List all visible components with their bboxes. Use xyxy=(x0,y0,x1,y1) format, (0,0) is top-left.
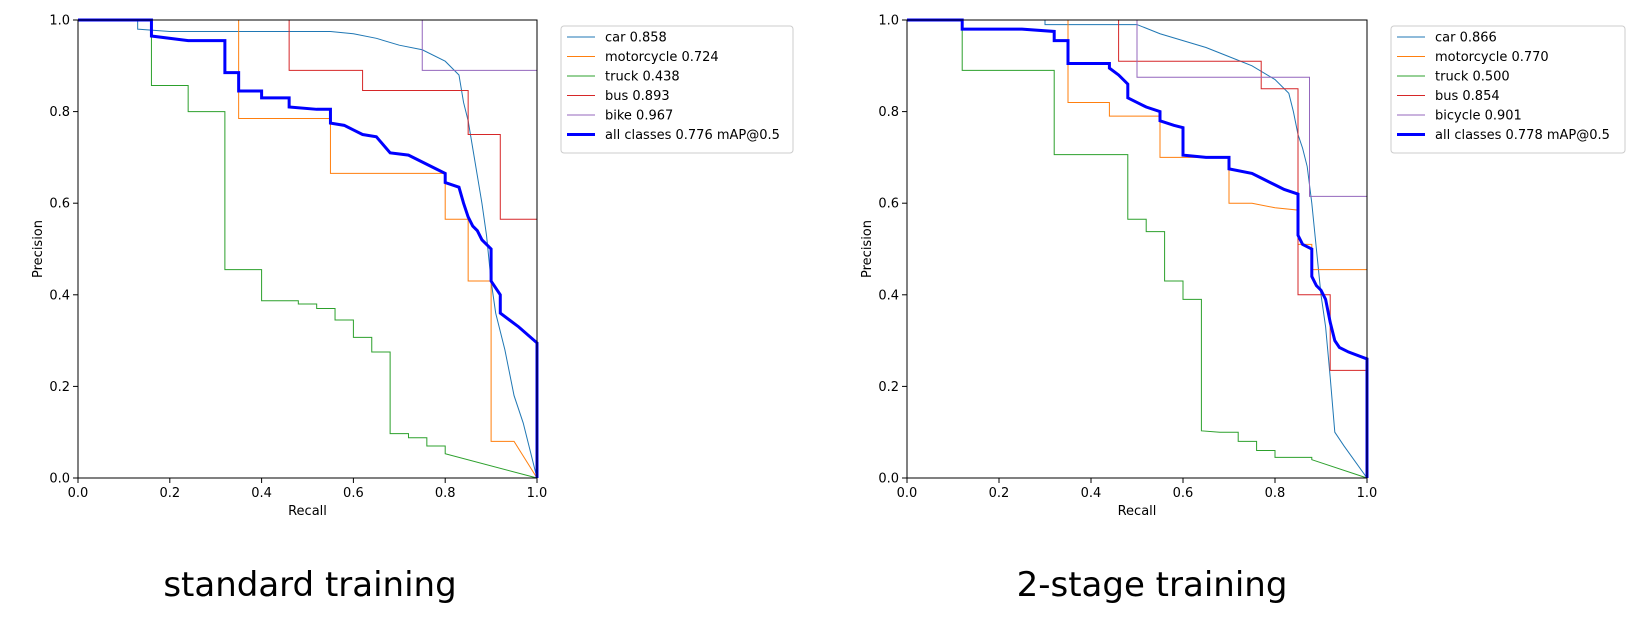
legend-entry: bus 0.854 xyxy=(1435,89,1500,104)
x-tick-label: 0.0 xyxy=(897,486,918,501)
legend-entry: bicycle 0.901 xyxy=(1435,109,1522,124)
caption-standard-training: standard training xyxy=(163,565,457,605)
y-tick-label: 0.8 xyxy=(49,105,70,120)
legend-entry: motorcycle 0.724 xyxy=(605,50,719,65)
series-line-1 xyxy=(78,19,538,479)
y-tick-label: 0.0 xyxy=(878,472,899,487)
curves xyxy=(907,18,1369,479)
y-tick-label: 0.0 xyxy=(49,472,70,487)
axes-frame xyxy=(77,19,538,479)
series-line-3 xyxy=(907,19,1368,479)
series-line-6 xyxy=(78,18,539,478)
x-tick-label: 0.4 xyxy=(251,486,272,501)
series-line-6 xyxy=(907,18,1369,478)
legend-entry: car 0.866 xyxy=(1435,31,1497,46)
x-tick-label: 0.0 xyxy=(68,486,89,501)
y-axis-label: Precision xyxy=(860,220,875,278)
axes-frame xyxy=(906,19,1368,479)
legend-box xyxy=(560,25,794,154)
y-tick-label: 0.8 xyxy=(878,105,899,120)
y-tick-label: 1.0 xyxy=(49,14,70,29)
legend-entry: bus 0.893 xyxy=(605,89,670,104)
y-tick-label: 0.2 xyxy=(49,380,70,395)
x-tick-label: 0.6 xyxy=(1173,486,1194,501)
series-line-4 xyxy=(907,19,1368,478)
x-axis-label: Recall xyxy=(288,504,327,519)
legend-entry: truck 0.500 xyxy=(1435,70,1510,85)
x-tick-label: 0.2 xyxy=(989,486,1010,501)
legend-box xyxy=(1390,25,1626,154)
x-tick-label: 0.8 xyxy=(1265,486,1286,501)
y-axis-label: Precision xyxy=(31,220,46,278)
x-tick-label: 1.0 xyxy=(1357,486,1378,501)
x-axis-label: Recall xyxy=(1118,504,1157,519)
legend-entry: all classes 0.776 mAP@0.5 xyxy=(605,128,780,143)
curves xyxy=(78,18,539,479)
legend: car 0.866 motorcycle 0.770 truck 0.500 bus … xyxy=(1390,25,1626,154)
x-tick-label: 0.2 xyxy=(159,486,180,501)
series-line-4 xyxy=(78,19,538,478)
legend-entry: bike 0.967 xyxy=(605,109,673,124)
y-tick-label: 0.2 xyxy=(878,380,899,395)
x-tick-label: 0.4 xyxy=(1081,486,1102,501)
y-tick-label: 0.6 xyxy=(49,197,70,212)
legend-entry: all classes 0.778 mAP@0.5 xyxy=(1435,128,1610,143)
y-tick-label: 0.4 xyxy=(878,288,899,303)
legend-entry: truck 0.438 xyxy=(605,70,680,85)
y-tick-label: 0.4 xyxy=(49,288,70,303)
chart-panel-2: 0.0 0.2 0.4 0.6 0.8 1.0 0.0 0.2 0.4 0.6 0.8 1.0 Reca… xyxy=(860,14,1626,519)
legend: car 0.858 motorcycle 0.724 truck 0.438 bus … xyxy=(560,25,794,154)
chart-panel-1: 0.0 0.2 0.4 0.6 0.8 1.0 0.0 0.2 0.4 0.6 0.8 1.0 Reca… xyxy=(31,14,794,519)
x-tick-label: 1.0 xyxy=(527,486,548,501)
legend-entry: car 0.858 xyxy=(605,31,667,46)
series-line-2 xyxy=(78,19,538,479)
series-line-1 xyxy=(907,19,1368,479)
y-tick-label: 0.6 xyxy=(878,197,899,212)
y-tick-label: 1.0 xyxy=(878,14,899,29)
series-line-3 xyxy=(78,19,538,479)
legend-entry: motorcycle 0.770 xyxy=(1435,50,1549,65)
x-tick-label: 0.6 xyxy=(343,486,364,501)
caption-two-stage-training: 2-stage training xyxy=(1016,565,1288,605)
x-tick-label: 0.8 xyxy=(435,486,456,501)
